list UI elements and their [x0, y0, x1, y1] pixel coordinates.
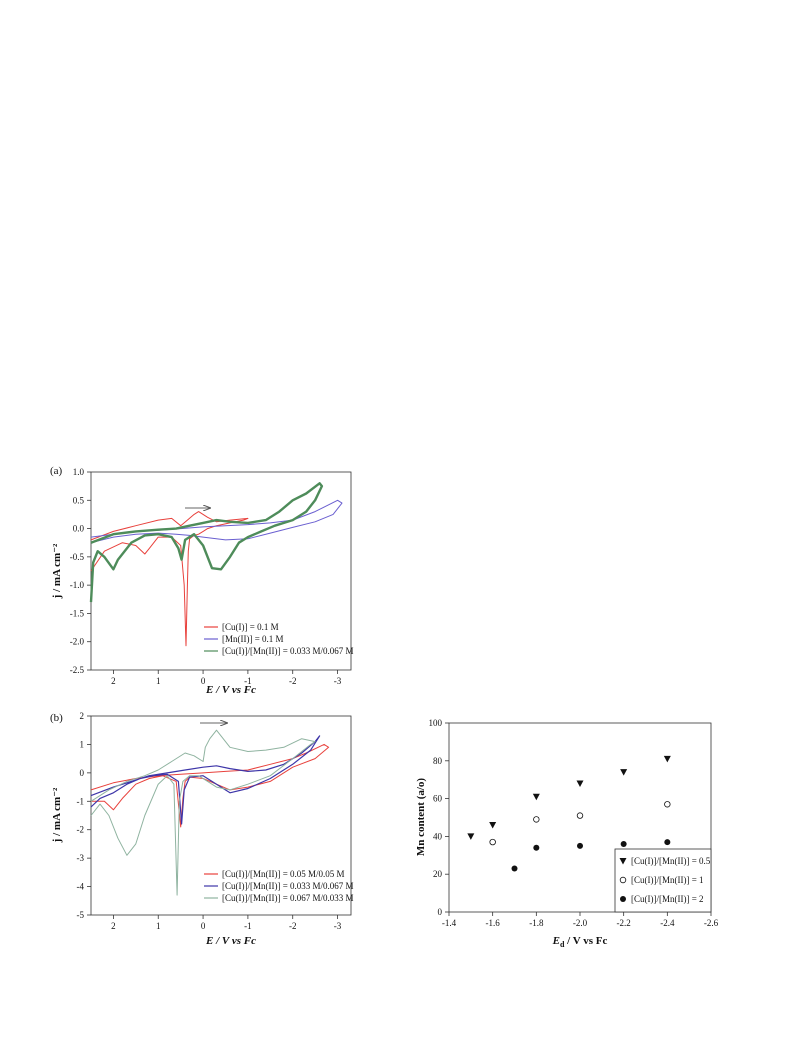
x-tick-label: 0 [201, 921, 206, 931]
x-tick-label: -2.2 [617, 918, 631, 928]
y-tick-label: -5 [77, 910, 85, 920]
legend-entry: [Cu(I)]/[Mn(II)] = 0.067 M/0.033 M [222, 893, 354, 903]
x-tick-label: 1 [156, 921, 161, 931]
scatter-point-open-circle [664, 801, 671, 808]
scatter-point-open-circle [576, 812, 584, 819]
y-tick-label: 0 [438, 907, 443, 917]
y-tick-label: -1.5 [70, 608, 85, 618]
panel-b-xlabel: E / V vs Fc [205, 935, 256, 947]
cv-series-line [89, 482, 324, 603]
scatter-point-triangle [467, 833, 475, 840]
scatter-point-filled-circle [620, 896, 626, 902]
scatter-point-triangle [489, 822, 497, 829]
y-tick-label: 0.0 [73, 524, 85, 534]
legend-entry: [Cu(I)]/[Mn(II)] = 0.033 M/0.067 M [222, 881, 354, 891]
scatter-point-triangle [663, 755, 671, 763]
x-tick-label: 2 [111, 676, 116, 686]
y-tick-label: 2 [80, 711, 85, 721]
x-tick-label: 0 [201, 676, 206, 686]
y-tick-label: 100 [429, 718, 443, 728]
x-tick-label: -3 [334, 921, 342, 931]
x-tick-label: -2.0 [573, 918, 588, 928]
cv-series-line [90, 735, 321, 825]
scatter-point-open-circle [619, 876, 627, 884]
panel-a-legend: [Cu(I)] = 0.1 M [Mn(II)] = 0.1 M [Cu(I)]/[… [204, 622, 354, 656]
legend-entry: [Cu(I)]/[Mn(II)] = 0.033 M/0.067 M [222, 646, 354, 656]
panel-a-ylabel: j / mA cm⁻² [51, 543, 63, 599]
x-tick-label: -2 [289, 921, 297, 931]
scatter-xlabel-subscript: d [560, 940, 565, 949]
y-tick-label: 1.0 [73, 467, 85, 477]
x-tick-label: -1.6 [486, 918, 501, 928]
y-tick-label: 0 [80, 768, 85, 778]
scatter-point-filled-circle [511, 865, 518, 872]
panel-a-xlabel: E / V vs Fc [205, 684, 256, 696]
cv-series-line [90, 511, 249, 647]
scatter-point-filled-circle [533, 844, 540, 851]
y-tick-label: 0.5 [73, 495, 85, 505]
panel-a-chart: (a) 2 1 0 -1 -2 -3 -2.5 -2.0 -1.5 -1.0 -0.5 0.0 0.5 1… [50, 465, 354, 696]
y-tick-label: 1 [80, 739, 85, 749]
mn-content-scatter-chart: -1.4 -1.6 -1.8 -2.0 -2.2 -2.4 -2.6 0 20 40 60 80 100… [415, 718, 719, 949]
scatter-point-open-circle [533, 816, 540, 823]
scatter-legend: [Cu(I)]/[Mn(II)] = 0.5 [Cu(I)]/[Mn(II)] =… [614, 848, 712, 913]
cv-series-line [90, 743, 330, 828]
scatter-point-filled-circle [620, 840, 627, 847]
scatter-point-triangle [532, 793, 540, 801]
x-tick-label: -3 [334, 676, 342, 686]
scatter-legend-entry: [Cu(I)]/[Mn(II)] = 2 [631, 894, 704, 904]
y-tick-label: -0.5 [70, 552, 85, 562]
y-tick-label: -2.0 [70, 637, 85, 647]
y-tick-label: 40 [433, 831, 443, 841]
x-tick-label: -1.4 [442, 918, 457, 928]
x-tick-label: -2 [289, 676, 297, 686]
scatter-point-triangle [620, 769, 628, 776]
panel-b-label: (b) [50, 712, 63, 724]
scatter-legend-entry: [Cu(I)]/[Mn(II)] = 1 [631, 875, 704, 885]
scatter-point-filled-circle [664, 839, 671, 846]
scatter-point-triangle [619, 858, 627, 865]
panel-b-legend: [Cu(I)]/[Mn(II)] = 0.05 M/0.05 M [Cu(I)]/… [204, 869, 354, 903]
legend-entry: [Mn(II)] = 0.1 M [222, 634, 284, 644]
x-tick-label: 1 [156, 676, 161, 686]
scatter-ylabel: Mn content (a/o) [415, 778, 427, 857]
x-tick-label: -1.8 [529, 918, 544, 928]
y-tick-label: -1 [77, 796, 85, 806]
panel-b-ylabel: j / mA cm⁻² [51, 787, 63, 843]
scatter-xlabel: Ed / V vs Fc [552, 935, 608, 949]
scatter-point-open-circle [489, 838, 496, 846]
y-tick-label: -2.5 [70, 665, 85, 675]
y-tick-label: -1.0 [70, 580, 85, 590]
x-tick-label: -2.4 [660, 918, 675, 928]
scatter-point-triangle [576, 780, 584, 787]
y-tick-label: 20 [433, 869, 443, 879]
legend-entry: [Cu(I)] = 0.1 M [222, 622, 279, 632]
scatter-point-filled-circle [577, 842, 583, 849]
y-tick-label: -3 [77, 853, 85, 863]
panel-a-plot-frame [90, 471, 352, 671]
scatter-legend-entry: [Cu(I)]/[Mn(II)] = 0.5 [631, 856, 711, 866]
panel-b-chart: (b) 2 1 0 -1 -2 -3 -5 -4 -3 -2 -1 0 1 2 E / V vs Fc j… [50, 711, 354, 947]
x-tick-label: -1 [244, 921, 252, 931]
y-tick-label: 60 [433, 794, 443, 804]
x-tick-label: 2 [111, 921, 116, 931]
legend-entry: [Cu(I)]/[Mn(II)] = 0.05 M/0.05 M [222, 869, 345, 879]
y-tick-label: 80 [433, 756, 443, 766]
x-tick-label: -2.6 [704, 918, 719, 928]
scatter-xlabel-suffix: / V vs Fc [564, 935, 607, 947]
cv-series-line [90, 729, 316, 896]
y-tick-label: -2 [77, 825, 85, 835]
scatter-xlabel-symbol: E [552, 935, 560, 947]
y-tick-label: -4 [77, 882, 85, 892]
panel-a-label: (a) [50, 465, 63, 477]
cv-series-line [90, 499, 343, 544]
x-tick-label: -1 [244, 676, 252, 686]
scatter-legend-box [614, 848, 712, 913]
